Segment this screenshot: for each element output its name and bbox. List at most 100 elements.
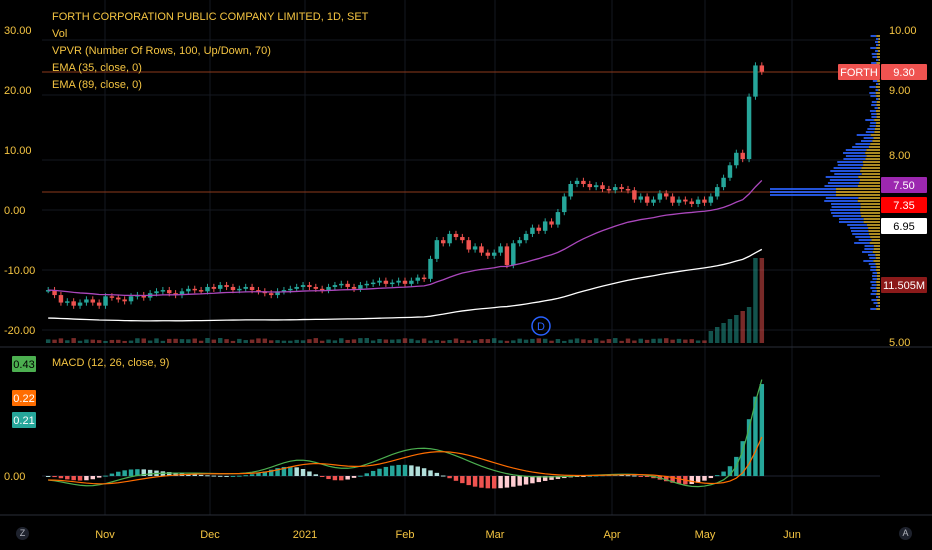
chart-title[interactable]: FORTH CORPORATION PUBLIC COMPANY LIMITED… bbox=[52, 9, 368, 26]
macd-label[interactable]: MACD (12, 26, close, 9) bbox=[52, 355, 169, 372]
candle-body bbox=[492, 253, 496, 256]
volume-bar bbox=[275, 340, 279, 343]
volume-bar bbox=[263, 339, 267, 343]
candle-body bbox=[199, 290, 203, 292]
time-axis-tick: Feb bbox=[396, 529, 415, 541]
vpvr-down-bar bbox=[877, 80, 880, 82]
candle-body bbox=[390, 283, 394, 285]
volume-bar bbox=[250, 340, 254, 343]
volume-bar bbox=[224, 339, 228, 343]
macd-histogram-bar bbox=[199, 475, 203, 476]
volume-bar bbox=[358, 338, 362, 343]
vpvr-up-bar bbox=[873, 80, 877, 82]
vpvr-up-bar bbox=[832, 206, 861, 208]
vpvr-up-bar bbox=[875, 107, 878, 109]
candle-body bbox=[97, 303, 101, 306]
volume-bar bbox=[530, 339, 534, 343]
candle-body bbox=[747, 97, 751, 159]
volume-bar bbox=[549, 341, 553, 343]
vpvr-up-bar bbox=[871, 299, 876, 301]
vpvr-down-bar bbox=[873, 137, 880, 139]
macd-histogram-bar bbox=[715, 475, 719, 476]
indicator-ema89[interactable]: EMA (89, close, 0) bbox=[52, 77, 368, 94]
vpvr-up-bar bbox=[876, 89, 879, 91]
vpvr-up-bar bbox=[837, 161, 863, 163]
macd-axis-tick: 0.00 bbox=[4, 471, 25, 483]
volume-bar bbox=[702, 340, 706, 343]
auto-scale-button[interactable]: A bbox=[899, 527, 912, 540]
vpvr-down-bar bbox=[878, 107, 880, 109]
volume-bar bbox=[696, 340, 700, 343]
volume-bar bbox=[492, 338, 496, 343]
volume-bar bbox=[607, 339, 611, 343]
volume-bar bbox=[486, 339, 490, 343]
vpvr-down-bar bbox=[876, 287, 880, 289]
macd-histogram-bar bbox=[524, 476, 528, 485]
candle-body bbox=[632, 190, 636, 199]
vpvr-down-bar bbox=[876, 125, 880, 127]
volume-bar bbox=[154, 338, 158, 343]
vpvr-down-bar bbox=[858, 200, 880, 202]
vpvr-up-bar bbox=[852, 146, 869, 148]
vpvr-down-bar bbox=[878, 38, 880, 40]
macd-histogram-bar bbox=[326, 476, 330, 479]
volume-bar bbox=[677, 339, 681, 343]
vpvr-down-bar bbox=[876, 110, 880, 112]
candle-body bbox=[103, 296, 107, 305]
volume-bar bbox=[651, 339, 655, 343]
vpvr-up-bar bbox=[870, 308, 876, 310]
vpvr-up-bar bbox=[855, 143, 870, 145]
timezone-button[interactable]: Z bbox=[16, 527, 29, 540]
vpvr-down-bar bbox=[878, 50, 880, 52]
vpvr-up-bar bbox=[824, 185, 857, 187]
candle-body bbox=[639, 196, 643, 199]
vpvr-down-bar bbox=[866, 149, 880, 151]
volume-bar bbox=[422, 339, 426, 343]
vpvr-down-bar bbox=[870, 242, 880, 244]
vpvr-down-bar bbox=[858, 185, 880, 187]
volume-bar bbox=[721, 323, 725, 343]
volume-bar bbox=[333, 340, 337, 343]
indicator-vol[interactable]: Vol bbox=[52, 26, 368, 43]
vpvr-down-bar bbox=[869, 233, 880, 235]
volume-bar bbox=[670, 340, 674, 343]
ticker-tag: FORTH bbox=[840, 67, 878, 79]
candle-body bbox=[333, 285, 337, 287]
current-price-tag: 9.30 bbox=[893, 67, 914, 79]
vpvr-up-bar bbox=[870, 269, 876, 271]
vpvr-down-bar bbox=[868, 230, 880, 232]
macd-histogram-bar bbox=[517, 476, 521, 486]
volume-bar bbox=[600, 341, 604, 343]
vpvr-down-bar bbox=[871, 134, 880, 136]
vpvr-up-bar bbox=[863, 260, 873, 262]
volume-bar bbox=[740, 311, 744, 343]
macd-histogram-bar bbox=[403, 465, 407, 476]
vpvr-up-bar bbox=[834, 167, 862, 169]
indicator-ema35[interactable]: EMA (35, close, 0) bbox=[52, 60, 368, 77]
macd-histogram-bar bbox=[231, 476, 235, 477]
volume-bar bbox=[537, 338, 541, 343]
vpvr-up-bar bbox=[843, 152, 865, 154]
volume-bar bbox=[626, 339, 630, 343]
vpvr-down-bar bbox=[861, 215, 880, 217]
volume-bar bbox=[78, 341, 82, 343]
vpvr-down-bar bbox=[878, 44, 880, 46]
candle-body bbox=[486, 253, 490, 256]
macd-histogram-bar bbox=[709, 476, 713, 478]
volume-bar bbox=[658, 339, 662, 343]
vpvr-up-bar bbox=[876, 38, 878, 40]
vpvr-up-bar bbox=[770, 191, 836, 193]
vpvr-up-bar bbox=[831, 212, 860, 214]
level-tag: 7.35 bbox=[893, 200, 914, 212]
indicator-vpvr[interactable]: VPVR (Number Of Rows, 100, Up/Down, 70) bbox=[52, 43, 368, 60]
macd-histogram-bar bbox=[702, 476, 706, 481]
volume-bar bbox=[753, 258, 757, 343]
candle-body bbox=[352, 287, 356, 289]
vpvr-down-bar bbox=[878, 89, 880, 91]
vpvr-down-bar bbox=[865, 152, 880, 154]
vpvr-down-bar bbox=[876, 95, 880, 97]
volume-bar bbox=[683, 340, 687, 343]
volume-bar bbox=[734, 315, 738, 343]
volume-bar bbox=[46, 339, 50, 343]
volume-bar bbox=[524, 340, 528, 343]
